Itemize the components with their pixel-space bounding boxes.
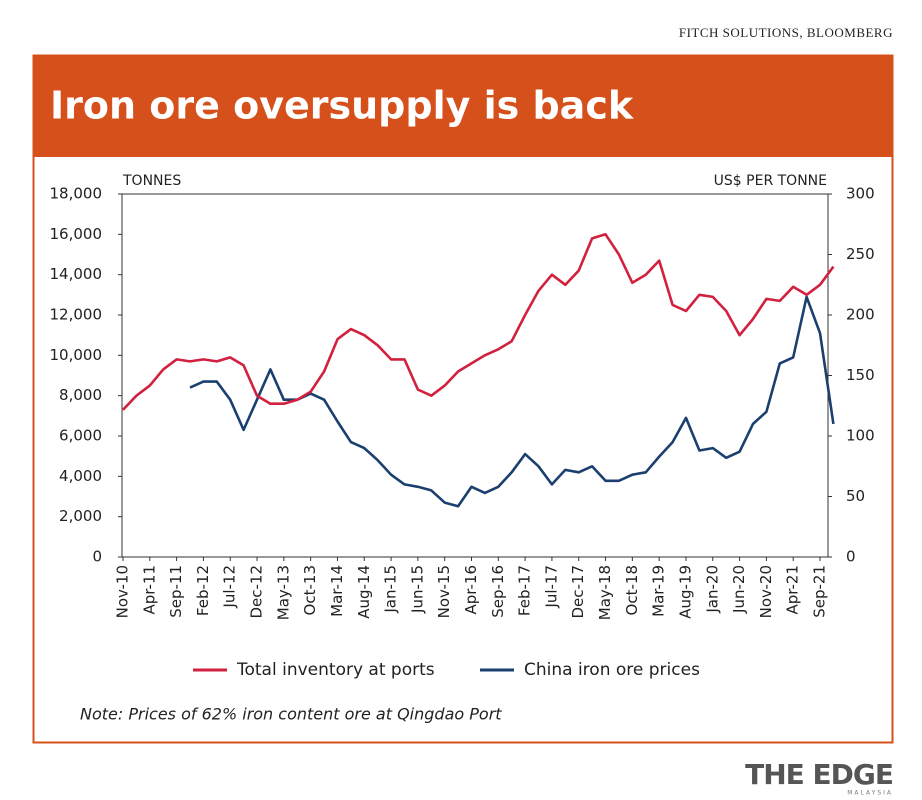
frame bbox=[32, 54, 894, 744]
legend-label: China iron ore prices bbox=[524, 660, 700, 680]
x-tick-label: Feb-17 bbox=[516, 565, 534, 616]
x-tick-label: Dec-12 bbox=[248, 565, 266, 619]
series-line bbox=[122, 233, 835, 411]
x-tick-label: Aug-14 bbox=[355, 565, 373, 619]
x-tick-label: Apr-11 bbox=[140, 565, 158, 615]
x-tick-label: Aug-19 bbox=[676, 565, 694, 619]
x-tick-label: Mar-19 bbox=[650, 565, 668, 617]
x-tick-label: Sep-16 bbox=[489, 565, 507, 618]
x-tick-label: Feb-12 bbox=[194, 565, 212, 616]
y2-tick-label: 50 bbox=[846, 487, 865, 505]
source: FITCH SOLUTIONS, BLOOMBERG bbox=[679, 25, 893, 40]
y-tick-label: 16,000 bbox=[50, 225, 103, 243]
x-tick-label: May-18 bbox=[596, 565, 614, 620]
x-tick-label: Jun-20 bbox=[730, 565, 748, 614]
legend-label: Total inventory at ports bbox=[236, 660, 435, 680]
x-tick-label: Jun-15 bbox=[408, 565, 426, 614]
brand: THE EDGE bbox=[745, 758, 893, 791]
y-tick-label: 4,000 bbox=[59, 467, 102, 485]
y2-tick-label: 0 bbox=[846, 548, 856, 566]
x-tick-label: Jan-15 bbox=[382, 565, 400, 614]
x-tick-label: Nov-10 bbox=[114, 565, 132, 618]
x-tick-label: Jul-12 bbox=[221, 565, 239, 609]
x-tick-label: May-13 bbox=[274, 565, 292, 620]
x-tick-label: Nov-15 bbox=[435, 565, 453, 618]
x-tick-label: Oct-18 bbox=[623, 565, 641, 615]
x-tick-label: Dec-17 bbox=[569, 565, 587, 619]
x-tick-label: Sep-21 bbox=[811, 565, 829, 618]
brand-sub: MALAYSIA bbox=[847, 790, 893, 797]
x-tick-label: Oct-13 bbox=[301, 565, 319, 615]
y-tick-label: 2,000 bbox=[59, 507, 102, 525]
y2-tick-label: 200 bbox=[846, 306, 875, 324]
y2-axis-label: US$ PER TONNE bbox=[714, 173, 827, 189]
chart-title: Iron ore oversupply is back bbox=[50, 84, 634, 128]
x-tick-label: Nov-20 bbox=[757, 565, 775, 618]
title-band bbox=[33, 55, 893, 157]
plot-frame bbox=[121, 193, 829, 558]
y-tick-label: 10,000 bbox=[50, 346, 103, 364]
y2-tick-label: 250 bbox=[846, 245, 875, 263]
y-tick-label: 18,000 bbox=[50, 185, 103, 203]
x-tick-label: Jan-20 bbox=[703, 565, 721, 614]
y-tick-label: 6,000 bbox=[59, 427, 102, 445]
x-tick-label: Sep-11 bbox=[167, 565, 185, 618]
x-tick-label: Mar-14 bbox=[328, 565, 346, 617]
y2-tick-label: 300 bbox=[846, 185, 875, 203]
note: Note: Prices of 62% iron content ore at … bbox=[80, 705, 502, 724]
y-tick-label: 14,000 bbox=[50, 265, 103, 283]
y-tick-label: 0 bbox=[92, 548, 102, 566]
y2-tick-label: 100 bbox=[846, 427, 875, 445]
x-tick-label: Jul-17 bbox=[542, 565, 560, 609]
y-tick-label: 8,000 bbox=[59, 386, 102, 404]
y-axis-label: TONNES bbox=[122, 173, 181, 189]
y-tick-label: 12,000 bbox=[50, 306, 103, 324]
y2-tick-label: 150 bbox=[846, 366, 875, 384]
x-tick-label: Apr-16 bbox=[462, 565, 480, 615]
x-tick-label: Apr-21 bbox=[784, 565, 802, 615]
